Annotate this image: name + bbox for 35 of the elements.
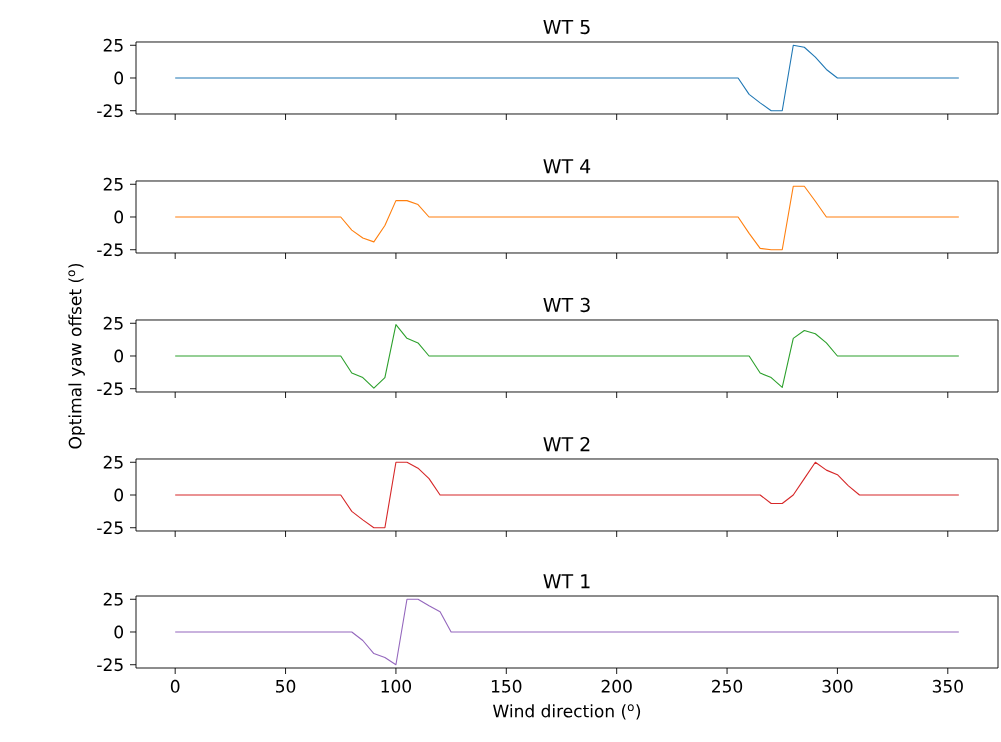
chart-title: WT 2 (543, 437, 590, 452)
x-tick-label: 100 (381, 679, 412, 693)
y-tick-label: -25 (97, 104, 123, 118)
line-series (174, 598, 960, 666)
line-series (174, 324, 960, 389)
y-axis-title: Optimal yaw offset ($^{o}$) (68, 263, 85, 449)
y-tick-label: 25 (103, 177, 123, 191)
line-series (174, 185, 960, 251)
x-tick-label: 300 (822, 679, 853, 693)
y-tick-label: 0 (114, 210, 124, 224)
line-series (174, 461, 960, 529)
x-tick-label: 150 (491, 679, 522, 693)
y-tick-label: -25 (97, 521, 123, 535)
chart-title: WT 3 (543, 297, 590, 313)
y-tick-label: -25 (97, 382, 123, 396)
x-tick-label: 0 (170, 679, 180, 693)
y-tick-label: 25 (103, 455, 123, 469)
y-tick-label: 25 (103, 38, 123, 52)
chart-title: WT 1 (543, 574, 590, 589)
y-tick-label: 25 (103, 592, 123, 606)
x-tick-label: 350 (932, 679, 963, 693)
x-tick-label: 250 (712, 679, 743, 693)
chart-title: WT 4 (543, 159, 591, 174)
y-tick-label: -25 (97, 243, 123, 257)
chart-title: WT 5 (543, 20, 590, 35)
y-tick-label: 25 (103, 316, 123, 330)
y-tick-label: 0 (114, 488, 124, 502)
y-tick-label: -25 (97, 658, 123, 672)
y-tick-label: 0 (114, 349, 124, 363)
x-axis-title: Wind direction ($^{o}$) (493, 704, 641, 720)
line-series (174, 44, 960, 112)
x-tick-label: 200 (601, 679, 632, 693)
x-tick-label: 50 (276, 679, 296, 693)
y-tick-label: 0 (114, 71, 124, 85)
y-tick-label: 0 (114, 625, 124, 639)
